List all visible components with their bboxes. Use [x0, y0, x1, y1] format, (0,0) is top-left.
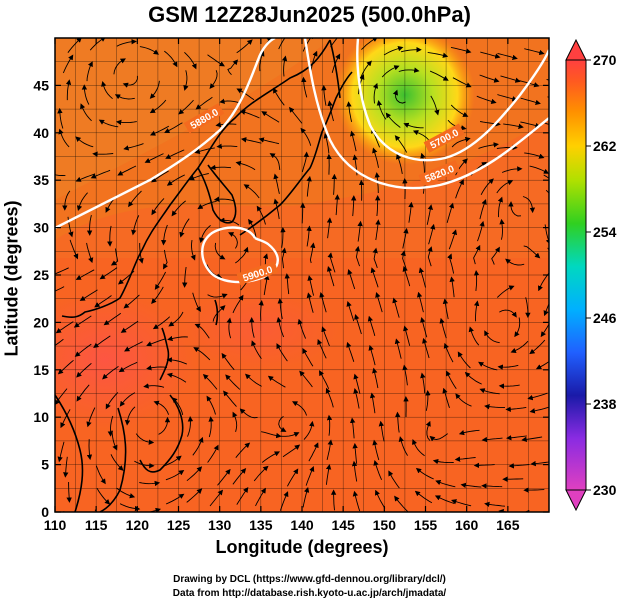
x-tick-label: 160 [455, 517, 479, 533]
x-axis-label: Longitude (degrees) [215, 537, 389, 557]
y-tick-label: 5 [41, 457, 49, 473]
y-tick-label: 40 [33, 125, 49, 141]
x-tick-label: 125 [167, 517, 191, 533]
x-tick-label: 130 [208, 517, 232, 533]
colorbar-tick-label: 262 [593, 138, 617, 154]
y-axis-ticks: 0 5 10 15 20 25 30 35 40 45 [33, 77, 549, 520]
colorbar-tick-label: 254 [593, 224, 617, 240]
x-tick-label: 120 [126, 517, 150, 533]
x-tick-label: 150 [373, 517, 397, 533]
y-tick-label: 10 [33, 409, 49, 425]
colorbar: 270 262 254 246 238 230 [565, 38, 617, 512]
colorbar-gradient [565, 59, 587, 491]
x-tick-label: 140 [290, 517, 314, 533]
x-tick-label: 115 [85, 517, 108, 533]
colorbar-tick-label: 270 [593, 52, 617, 68]
y-tick-label: 20 [33, 314, 49, 330]
colorbar-tick-label: 238 [593, 396, 617, 412]
x-tick-label: 110 [44, 517, 67, 533]
credit-dcl: Drawing by DCL (https://www.gfd-dennou.o… [173, 574, 446, 585]
y-tick-label: 25 [33, 267, 49, 283]
colorbar-tick-label: 230 [593, 482, 617, 498]
colorbar-tick-label: 246 [593, 310, 617, 326]
colorbar-bottom-arrow [565, 489, 587, 512]
credit-data-source: Data from http://database.rish.kyoto-u.a… [172, 588, 447, 599]
colorbar-top-arrow [565, 38, 587, 61]
y-tick-label: 15 [33, 362, 49, 378]
x-tick-label: 165 [496, 517, 520, 533]
y-tick-label: 30 [33, 220, 49, 236]
x-axis-ticks: 110 115 120 125 130 135 140 145 150 155 160 165 [44, 38, 520, 533]
y-tick-label: 0 [41, 504, 49, 520]
chart-title: GSM 12Z28Jun2025 (500.0hPa) [148, 2, 471, 27]
x-tick-label: 155 [414, 517, 438, 533]
wind-streamlines [55, 38, 549, 512]
y-tick-label: 35 [33, 172, 49, 188]
x-tick-label: 145 [331, 517, 355, 533]
x-tick-label: 135 [249, 517, 273, 533]
y-tick-label: 45 [33, 77, 49, 93]
y-axis-label: Latitude (degrees) [1, 200, 22, 357]
